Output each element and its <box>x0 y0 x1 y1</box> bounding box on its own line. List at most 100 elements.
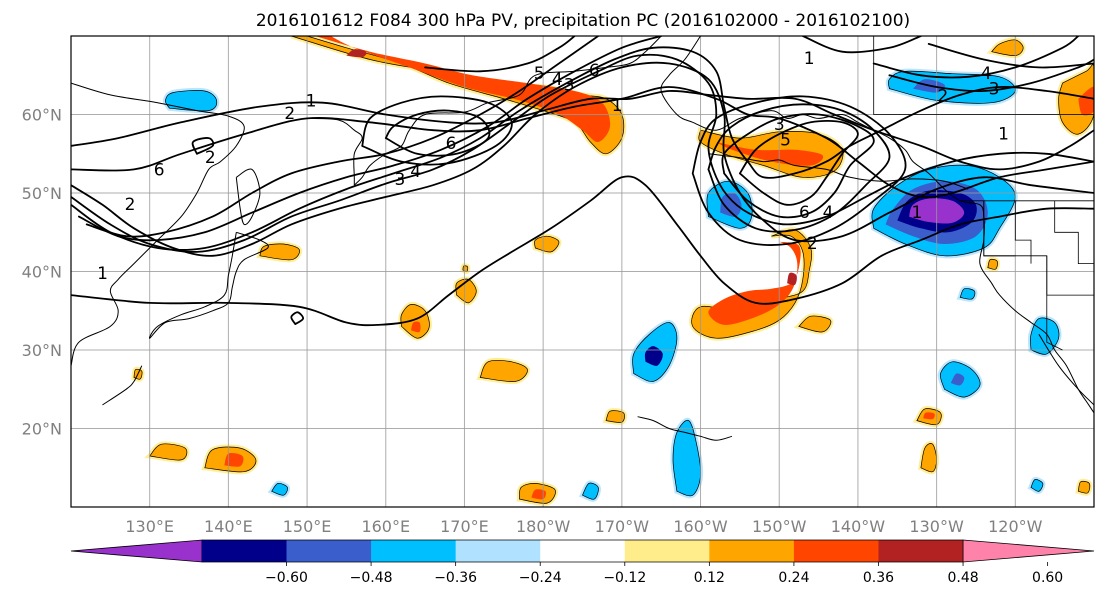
precip-region-pos-0.24 <box>920 443 937 473</box>
colorbar-cell <box>624 540 710 562</box>
pv-contour-label: 6 <box>446 134 457 154</box>
colorbar-cell <box>540 540 626 562</box>
pv-contour-3 <box>872 36 1080 79</box>
longitude-tick-label: 140°W <box>831 517 886 536</box>
pv-contour-label: 1 <box>804 49 815 69</box>
colorbar-tick-label: 0.12 <box>694 570 725 586</box>
latitude-tick-labels: 20°N 30°N 40°N 50°N 60°N <box>22 106 62 439</box>
precip-region-pos-0.24 <box>798 315 832 333</box>
precip-region-pos-0.36 <box>708 241 801 325</box>
longitude-tick-label: 150°E <box>283 517 332 536</box>
pv-contour-1 <box>290 311 305 325</box>
pv-contour-label: 3 <box>395 170 406 190</box>
pv-contour-6 <box>739 119 859 206</box>
political-boundary <box>1054 200 1094 265</box>
colorbar-tick-label: −0.24 <box>519 570 562 586</box>
pv-contour-3 <box>71 53 1094 253</box>
pv-contour-label: 5 <box>534 64 545 84</box>
precip-region-neg-0.24 <box>672 419 701 497</box>
pv-contour-2 <box>71 61 1094 257</box>
pv-contour-label: 3 <box>774 115 785 135</box>
political-boundary <box>1046 255 1063 351</box>
colorbar-tick-label: 0.36 <box>863 570 894 586</box>
longitude-tick-labels: 130°E 140°E 150°E 160°E 170°E 180°W 170°W 160°W… <box>125 517 1042 536</box>
precip-region-pos-0.24 <box>1058 64 1094 135</box>
pv-contour-label: 1 <box>97 264 108 284</box>
longitude-tick-label: 140°E <box>204 517 253 536</box>
pv-contour-4 <box>71 46 1094 251</box>
precip-region-pos-0.48 <box>346 49 367 58</box>
pv-contour-label: 3 <box>564 76 575 96</box>
pv-contour-label: 4 <box>981 64 992 84</box>
colorbar-extend-min <box>70 539 203 563</box>
precip-region-pos-0.24 <box>987 258 998 270</box>
pv-contour-layer <box>71 36 1094 327</box>
colorbar-tick-label: −0.36 <box>434 570 477 586</box>
pv-contour-label: 2 <box>205 148 216 168</box>
map-frame <box>70 35 1095 508</box>
colorbar: −0.60 −0.48 −0.36 −0.24 −0.12 0.12 0.24 0.36 0.4… <box>70 539 1095 586</box>
coastline <box>71 82 245 366</box>
latitude-tick-label: 50°N <box>22 184 62 203</box>
longitude-tick-label: 130°W <box>909 517 964 536</box>
precip-region-neg-0.36 <box>720 192 742 217</box>
latitude-tick-label: 20°N <box>22 420 62 439</box>
figure-title: 2016101612 F084 300 hPa PV, precipitatio… <box>256 11 910 31</box>
colorbar-tick-label: −0.48 <box>350 570 393 586</box>
pv-contour-label: 2 <box>937 87 948 107</box>
coastline-layer <box>71 36 1094 441</box>
precip-region-pos-0.36 <box>411 321 421 333</box>
pv-contour-2 <box>888 58 1094 93</box>
longitude-tick-label: 120°W <box>988 517 1043 536</box>
pv-contour-label: 3 <box>989 80 1000 100</box>
pv-contour-label: 1 <box>998 124 1009 144</box>
coastline <box>148 231 269 339</box>
precip-region-pos-0.24 <box>479 359 528 382</box>
pv-contour-6 <box>384 109 491 157</box>
precip-region-pos-0.24 <box>1077 480 1091 494</box>
precip-region-pos-0.24 <box>534 235 560 253</box>
pv-contour-label: 1 <box>306 91 317 111</box>
pv-contour-3 <box>691 95 907 246</box>
longitude-tick-label: 160°E <box>361 517 410 536</box>
lat-lon-grid <box>71 36 1094 507</box>
colorbar-cell <box>201 540 288 562</box>
pv-contour-1 <box>927 43 1094 69</box>
longitude-tick-label: 160°W <box>673 517 728 536</box>
coastline <box>660 36 1094 414</box>
colorbar-cell <box>709 540 795 562</box>
coastline <box>353 36 662 186</box>
pv-contour-5 <box>361 95 513 166</box>
pv-contour-label: 4 <box>552 70 563 90</box>
latitude-tick-label: 30°N <box>22 341 62 360</box>
precip-region-pos-0.24 <box>605 410 625 423</box>
pv-contour-label: 2 <box>284 104 295 124</box>
colorbar-tick-label: 0.24 <box>778 570 809 586</box>
precip-region-neg-0.24 <box>1030 479 1044 492</box>
precip-region-pos-0.36 <box>531 489 547 500</box>
colorbar-tick-label: −0.60 <box>265 570 308 586</box>
longitude-tick-label: 150°W <box>752 517 807 536</box>
precip-region-neg-0.24 <box>271 482 288 496</box>
pv-contour-label: 6 <box>589 61 600 81</box>
colorbar-cell <box>455 540 541 562</box>
latitude-tick-label: 60°N <box>22 106 62 125</box>
colorbar-cell <box>286 540 372 562</box>
pv-contour-1 <box>191 137 215 155</box>
longitude-tick-label: 130°E <box>125 517 174 536</box>
pv-contour-label: 2 <box>125 195 136 215</box>
precip-region-pos-0.24 <box>148 443 188 461</box>
political-boundary <box>873 36 1094 115</box>
pv-contour-1 <box>71 175 1094 327</box>
latitude-tick-label: 40°N <box>22 263 62 282</box>
pv-contour-label: 6 <box>154 160 165 180</box>
colorbar-cell <box>371 540 457 562</box>
coastline <box>102 365 143 406</box>
coastline <box>1038 334 1094 406</box>
pv-contour-label: 4 <box>410 162 421 182</box>
pv-contour-2 <box>424 36 576 73</box>
precip-region-neg-0.36 <box>950 373 965 386</box>
precip-region-pos-0.36 <box>224 453 244 467</box>
